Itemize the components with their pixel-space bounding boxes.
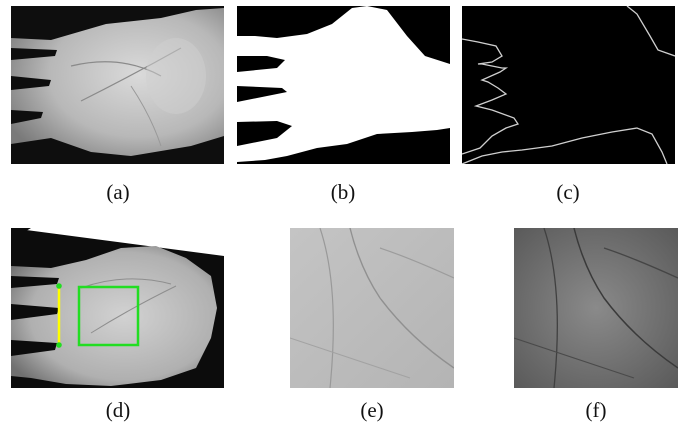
palm-grayscale-image <box>11 6 224 164</box>
caption-e: (e) <box>360 398 384 422</box>
panel-e-extracted-roi <box>290 228 454 388</box>
key-point-upper <box>56 283 62 289</box>
panel-c-contour <box>462 6 675 164</box>
extracted-roi-image <box>290 228 454 388</box>
caption-c: (c) <box>556 180 580 204</box>
key-point-lower <box>56 342 62 348</box>
caption-a: (a) <box>106 180 130 204</box>
caption-f: (f) <box>585 398 607 422</box>
panel-d-roi-localization <box>11 228 224 388</box>
panel-f-enhanced-roi <box>514 228 678 388</box>
caption-b: (b) <box>330 180 356 204</box>
caption-d: (d) <box>105 398 131 422</box>
enhanced-roi-image <box>514 228 678 388</box>
binary-mask-image <box>237 6 450 164</box>
roi-localization-image <box>11 228 224 388</box>
roi-box <box>77 285 140 347</box>
panel-b-binary-mask <box>237 6 450 164</box>
contour-image <box>462 6 675 164</box>
panel-a-palm-image <box>11 6 224 164</box>
